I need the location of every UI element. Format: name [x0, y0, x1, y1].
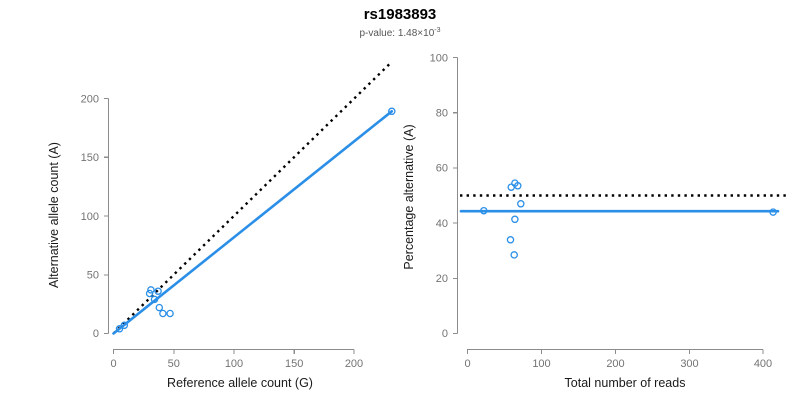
left-panel-y-ticklabel-0: 0 — [93, 328, 99, 340]
right-panel-point — [511, 215, 519, 224]
left-panel-x-ticklabel-200: 200 — [345, 358, 363, 370]
left-panel-reference-line — [112, 60, 393, 335]
right-panel-x-ticklabel-0: 0 — [464, 358, 470, 370]
right-panel-x-ticklabel-300: 300 — [680, 358, 698, 370]
right-panel-x-ticklabel-100: 100 — [532, 358, 550, 370]
left-panel-points — [115, 107, 396, 333]
right-panel-point — [514, 182, 522, 190]
right-panel-x-axis-title: Total number of reads — [565, 376, 686, 390]
right-panel-y-ticklabel-0: 0 — [442, 328, 448, 340]
left-panel-point — [145, 289, 154, 298]
right-panel-y-axis-title: Percentage alternative (A) — [402, 124, 416, 269]
left-panel-point — [159, 309, 167, 318]
figure-subtitle: p-value: 1.48×10-3 — [359, 27, 440, 39]
right-panel-y-ticklabel-20: 20 — [436, 273, 448, 285]
right-panel-y-ticklabel-80: 80 — [436, 108, 448, 120]
left-panel-point — [166, 309, 174, 318]
right-panel-x-ticklabel-200: 200 — [606, 358, 624, 370]
p-value-exponent: -3 — [434, 27, 440, 34]
left-panel-point — [150, 295, 159, 304]
left-panel-point — [155, 303, 164, 312]
left-panel-y-ticklabel-150: 150 — [81, 152, 99, 164]
right-panel-y-ticklabel-100: 100 — [430, 52, 448, 64]
right-panel-point — [480, 206, 488, 215]
left-panel-x-ticklabel-100: 100 — [225, 358, 243, 370]
left-panel-point — [388, 107, 396, 116]
left-panel-x-ticklabel-50: 50 — [168, 358, 180, 370]
left-panel: 0 50 100 150 200 Alternative allele coun… — [47, 60, 396, 390]
left-panel-point — [147, 286, 155, 294]
p-value-text: p-value: 1.48×10 — [359, 28, 434, 39]
left-panel-y-ticklabel-200: 200 — [81, 93, 99, 105]
right-panel: 0 20 40 60 80 100 Percentage alternative… — [402, 52, 787, 390]
left-panel-x-ticklabel-0: 0 — [110, 358, 116, 370]
left-panel-x-ticklabel-150: 150 — [285, 358, 303, 370]
left-panel-y-ticklabel-100: 100 — [81, 211, 99, 223]
right-panel-point — [507, 183, 515, 191]
right-panel-point — [517, 200, 525, 208]
left-panel-fit-line — [112, 110, 394, 335]
left-panel-x-axis-title: Reference allele count (G) — [167, 376, 313, 390]
right-panel-x-ticklabel-400: 400 — [754, 358, 772, 370]
left-panel-y-ticklabel-50: 50 — [87, 270, 99, 282]
left-panel-point — [115, 325, 124, 333]
left-panel-point — [120, 321, 129, 330]
right-panel-y-ticklabel-60: 60 — [436, 163, 448, 175]
right-panel-point — [769, 208, 777, 216]
right-panel-point — [506, 236, 515, 244]
right-panel-points — [480, 179, 777, 259]
left-panel-point — [154, 287, 162, 295]
left-panel-y-axis-title: Alternative allele count (A) — [47, 142, 61, 288]
figure-title: rs1983893 — [364, 6, 437, 23]
right-panel-point — [510, 251, 518, 259]
right-panel-y-ticklabel-40: 40 — [436, 218, 448, 230]
